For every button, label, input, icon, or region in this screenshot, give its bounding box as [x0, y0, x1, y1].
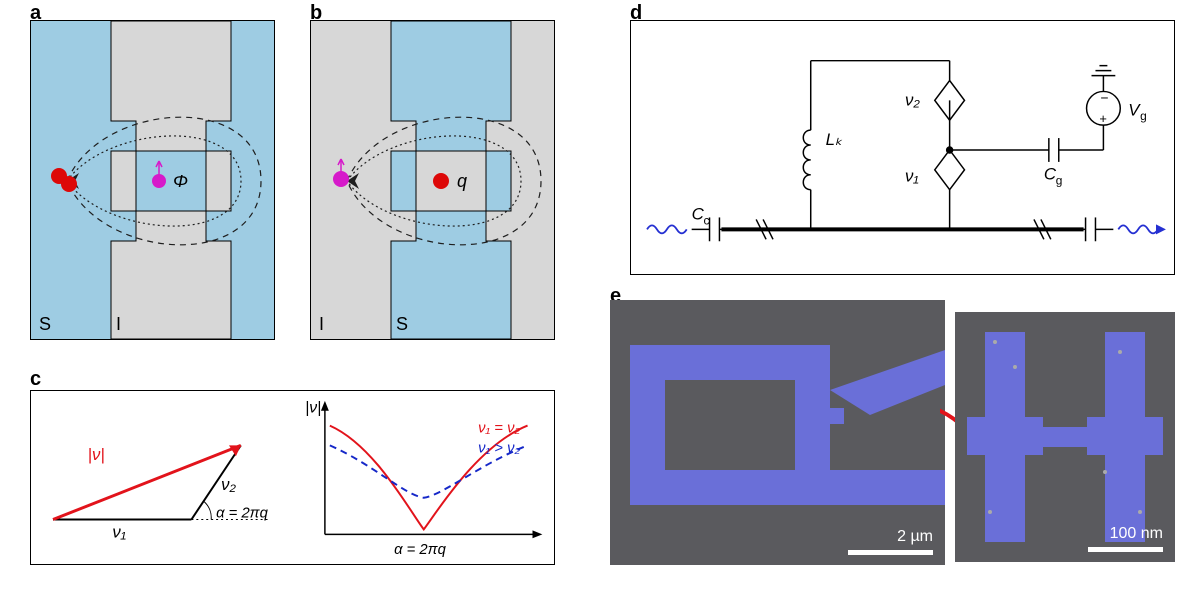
panel-a-I: I	[116, 314, 121, 335]
panel-a: Φ S I	[30, 20, 275, 340]
svg-text:c: c	[704, 213, 710, 227]
panel-a-S: S	[39, 314, 51, 335]
svg-text:ν₁ > ν₂: ν₁ > ν₂	[478, 440, 520, 456]
panel-a-svg: Φ	[31, 21, 274, 339]
panel-b-I: I	[319, 314, 324, 335]
scalebar-large-text: 2 µm	[897, 528, 933, 545]
scalebar-large-bar	[848, 550, 933, 555]
panel-c-vector-svg: |ν| ν₁ ν₂ α = 2πq	[31, 391, 293, 564]
svg-text:ν₁: ν₁	[112, 522, 126, 541]
svg-text:+: +	[1099, 111, 1107, 126]
label-c: c	[30, 368, 41, 391]
micrograph-large-svg	[610, 300, 945, 565]
svg-text:ν₂: ν₂	[221, 475, 236, 494]
panel-d-svg: + − Lₖ ν₂ ν₁ Cg Vg Cc	[631, 21, 1174, 274]
svg-text:g: g	[1140, 109, 1147, 123]
svg-text:−: −	[1100, 89, 1108, 105]
panel-d: + − Lₖ ν₂ ν₁ Cg Vg Cc	[630, 20, 1175, 275]
figure-root: a b c d e	[0, 0, 1202, 595]
micrograph-small: 100 nm	[955, 312, 1175, 562]
svg-text:ν₁ = ν₂: ν₁ = ν₂	[478, 421, 520, 437]
svg-text:α = 2πq: α = 2πq	[394, 542, 446, 558]
scalebar-large: 2 µm	[848, 528, 933, 555]
panel-e: 2 µm	[610, 300, 1195, 580]
scalebar-small-text: 100 nm	[1110, 525, 1163, 542]
svg-text:|ν|: |ν|	[88, 445, 105, 464]
svg-text:Lₖ: Lₖ	[826, 130, 843, 149]
scalebar-small-bar	[1088, 547, 1163, 552]
svg-text:|ν|: |ν|	[305, 400, 321, 417]
panel-b-S: S	[396, 314, 408, 335]
panel-b: q I S	[310, 20, 555, 340]
svg-text:ν₁: ν₁	[905, 167, 919, 186]
micrograph-large: 2 µm	[610, 300, 945, 565]
panel-c-plot-svg: |ν| α = 2πq ν₁ = ν₂ ν₁ > ν₂	[293, 391, 555, 564]
svg-text:Φ: Φ	[173, 171, 188, 191]
panel-c-vector: |ν| ν₁ ν₂ α = 2πq	[31, 391, 293, 564]
svg-text:ν₂: ν₂	[905, 90, 920, 109]
panel-b-svg: q	[311, 21, 554, 339]
scalebar-small: 100 nm	[1088, 525, 1163, 552]
panel-c: |ν| ν₁ ν₂ α = 2πq |ν| α = 2πq ν₁ = ν₂	[30, 390, 555, 565]
svg-text:q: q	[457, 171, 467, 191]
svg-text:g: g	[1056, 174, 1063, 188]
panel-c-plot: |ν| α = 2πq ν₁ = ν₂ ν₁ > ν₂	[293, 391, 555, 564]
svg-text:α = 2πq: α = 2πq	[216, 506, 268, 522]
